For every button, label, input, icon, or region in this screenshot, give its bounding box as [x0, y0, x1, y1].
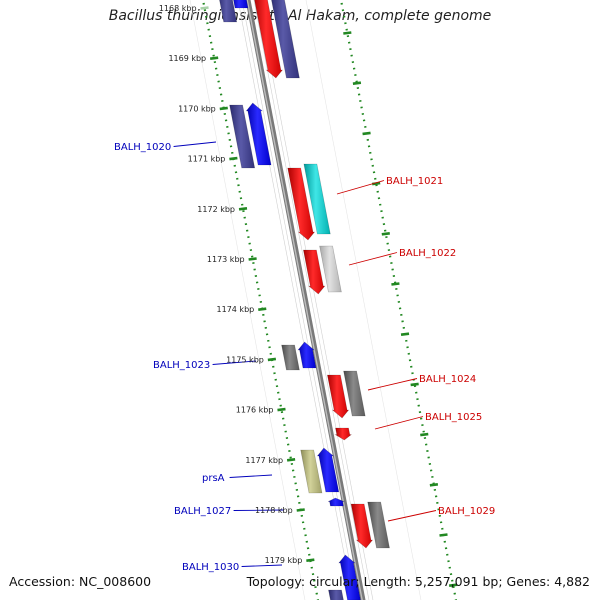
gene-feature-blue[interactable]: [297, 341, 317, 369]
accession-text: Accession: NC_008600: [9, 574, 152, 589]
ruler-tick-label: 1172 kbp: [197, 205, 235, 214]
ruler-tick-label: 1173 kbp: [207, 255, 245, 264]
ruler-tick-label: 1176 kbp: [236, 406, 274, 415]
gene-feature-blue[interactable]: [232, 0, 249, 9]
ruler-tick-label: 1174 kbp: [217, 305, 255, 314]
ruler-tick: [238, 207, 248, 211]
ruler-tick: [352, 81, 362, 85]
gene-feature-blue[interactable]: [245, 102, 272, 166]
ruler-tick: [429, 483, 439, 487]
ruler-tick-label: 1170 kbp: [178, 104, 216, 113]
genome-title: Bacillus thuringiensis str. Al Hakam, co…: [108, 8, 492, 24]
gene-label-leader: [233, 509, 285, 511]
ruler-tick: [448, 583, 458, 587]
gene-feature-gray[interactable]: [367, 501, 390, 549]
gene-feature-navy[interactable]: [270, 0, 300, 79]
gene-feature-teal[interactable]: [303, 163, 331, 235]
gene-feature-navy[interactable]: [218, 0, 238, 23]
ruler-tick: [229, 156, 238, 161]
gene-feature-red[interactable]: [287, 167, 316, 241]
feature-tracks: [218, 0, 390, 600]
gene-label-leader: [212, 360, 257, 365]
gene-label-leader: [374, 416, 424, 430]
ruler-tick: [209, 56, 219, 60]
gene-label[interactable]: BALH_1029: [438, 506, 495, 517]
genome-summary-text: Topology: circular; Length: 5,257,091 bp…: [246, 574, 590, 589]
ruler-tick: [420, 432, 429, 437]
gene-feature-red[interactable]: [327, 374, 350, 419]
gene-label[interactable]: BALH_1024: [419, 374, 476, 385]
gene-label-leader: [173, 141, 217, 147]
ruler-tick-label: 1171 kbp: [188, 155, 226, 164]
ruler-tick: [306, 558, 315, 562]
ruler-tick-label: 1178 kbp: [255, 506, 293, 515]
ruler-tick: [400, 332, 410, 336]
ruler-tick: [200, 6, 209, 10]
backbone: [245, 0, 366, 600]
gene-feature-gray[interactable]: [343, 370, 366, 417]
ruler-tick: [277, 407, 286, 412]
ruler-tick: [248, 257, 257, 261]
ruler-tick: [343, 31, 352, 35]
gene-feature-red[interactable]: [253, 0, 284, 79]
ruler-tick: [258, 307, 267, 311]
ruler-tick-label: 1177 kbp: [245, 456, 283, 465]
ruler-tick-label: 1168 kbp: [159, 4, 197, 13]
gene-label[interactable]: BALH_1025: [425, 412, 482, 423]
gene-feature-red[interactable]: [334, 427, 353, 441]
gene-label[interactable]: BALH_1030: [182, 562, 239, 573]
gene-feature-navy[interactable]: [328, 589, 346, 600]
ruler-tick: [410, 382, 419, 387]
gene-feature-gray[interactable]: [281, 344, 300, 371]
ruler-tick: [296, 508, 305, 512]
gene-feature-olive[interactable]: [300, 449, 323, 494]
gene-label-leader: [229, 474, 273, 478]
gene-label[interactable]: BALH_1022: [399, 248, 456, 259]
ruler-tick-label: 1169 kbp: [168, 54, 206, 63]
ruler-tick: [362, 131, 371, 136]
gene-label[interactable]: BALH_1027: [174, 506, 231, 517]
ruler-track: [200, 0, 458, 600]
ruler-tick: [286, 458, 296, 462]
gene-label[interactable]: BALH_1021: [386, 176, 443, 187]
gene-label-leader: [367, 378, 418, 391]
ruler-tick-label: 1179 kbp: [265, 556, 303, 565]
ruler-tick-labels: 1168 kbp 1169 kbp 1170 kbp 1171 kbp 1172 kbp…: [159, 4, 303, 565]
gene-feature-light[interactable]: [319, 245, 342, 293]
gene-labels: BALH_1020 BALH_1021 BALH_1022 BALH_1023 BALH…: [114, 141, 495, 573]
ruler-tick: [267, 357, 277, 362]
gene-feature-blue[interactable]: [338, 554, 361, 600]
gene-label[interactable]: BALH_1020: [114, 142, 171, 153]
gene-feature-blue[interactable]: [316, 447, 340, 493]
ruler-tick: [219, 106, 228, 111]
gene-label-leader: [336, 180, 385, 195]
gene-feature-red[interactable]: [303, 249, 326, 295]
gene-label[interactable]: BALH_1023: [153, 360, 210, 371]
gene-label-leader: [241, 564, 283, 567]
gene-label-leader: [348, 252, 398, 266]
gene-feature-blue[interactable]: [327, 497, 345, 507]
ruler-tick: [439, 533, 448, 537]
ruler-tick: [391, 282, 400, 286]
gene-feature-red[interactable]: [350, 503, 374, 549]
gene-label[interactable]: prsA: [202, 473, 225, 484]
ruler-tick-label: 1175 kbp: [226, 355, 264, 364]
backbone-line: [245, 0, 366, 600]
gene-label-leader: [387, 510, 437, 522]
gene-feature-navy[interactable]: [229, 104, 256, 169]
ruler-tick: [381, 232, 390, 236]
